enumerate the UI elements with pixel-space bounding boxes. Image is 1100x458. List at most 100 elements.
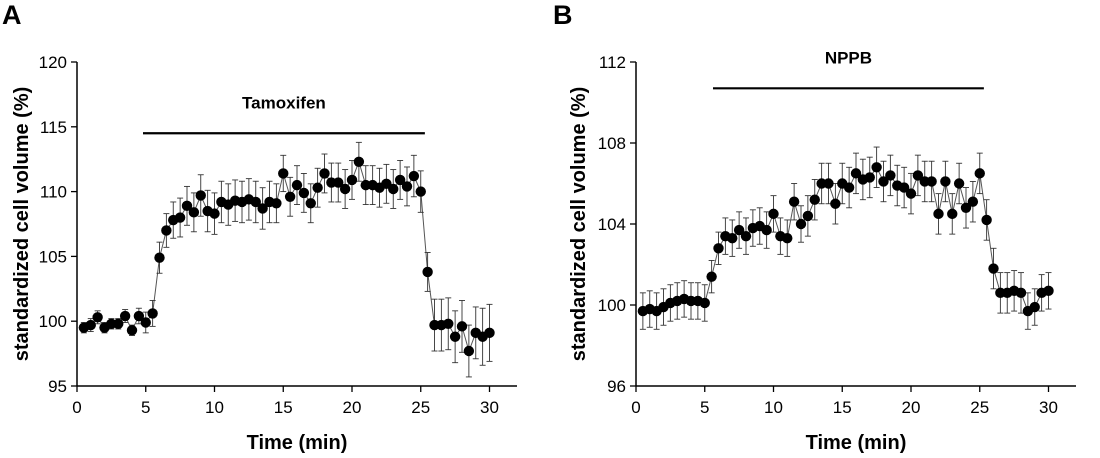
panel-b-y-tick-label: 100 <box>598 296 626 315</box>
panel-b-y-tick-label: 108 <box>598 134 626 153</box>
panel-b-data-point <box>782 232 793 244</box>
panel-a-data-point <box>449 331 461 342</box>
panel-a-data-point <box>298 187 310 199</box>
panel-a-data-point <box>181 200 193 212</box>
panel-b-x-axis-label: Time (min) <box>806 432 907 454</box>
panel-b-data-point <box>788 196 800 207</box>
panel-b-data-point <box>740 230 752 242</box>
panel-b-data-point <box>850 168 862 179</box>
panel-b-data-point <box>830 198 841 209</box>
panel-b-x-tick-label: 20 <box>902 398 921 417</box>
panel-a-data-point <box>312 182 323 193</box>
panel-a-y-axis-label: standardized cell volume (%) <box>11 87 33 362</box>
panel-a-data-point <box>443 318 454 329</box>
panel-b-data-point <box>947 208 958 220</box>
panel-b-data-point <box>953 178 965 189</box>
panel-b-x-tick-label: 0 <box>631 398 640 417</box>
panel-a-y-tick-label: 120 <box>39 53 67 72</box>
panel-a-data-point <box>284 191 296 202</box>
panel-b-data-point <box>905 188 917 199</box>
panel-a-data-point <box>92 312 103 323</box>
panel-b-data-point <box>823 178 834 189</box>
panel-a-data-point <box>188 207 200 218</box>
panel-b-data-point <box>795 218 807 230</box>
panel-b-y-tick-label: 104 <box>598 215 626 234</box>
panel-a-data-point <box>174 212 186 223</box>
panel-a-data-point <box>119 310 131 322</box>
panel-b-letter: B <box>553 0 573 30</box>
panel-a-data-point <box>408 170 420 182</box>
panel-b-data-point <box>713 243 724 254</box>
panel-a-data-point <box>463 345 475 357</box>
panel-b-data-point <box>706 271 717 282</box>
panel-b-data-point <box>871 162 882 173</box>
panel-a-data-point <box>257 203 268 214</box>
panel-a-data-point <box>85 319 96 331</box>
panel-b-x-tick-label: 5 <box>700 398 709 417</box>
panel-b-x-tick-label: 15 <box>833 398 852 417</box>
panel-a-data-point <box>422 266 433 278</box>
panel-a-data-point <box>415 186 426 197</box>
panel-a-data-point <box>388 183 399 195</box>
panel-a-data-point <box>209 208 220 219</box>
panel-b-x-tick-label: 10 <box>764 398 783 417</box>
panel-b-data-point <box>809 194 820 205</box>
panel-a-data-point <box>271 198 282 209</box>
panel-a-data-point <box>346 174 358 186</box>
panel-b-data-point <box>727 232 738 244</box>
panel-b-y-axis-label: standardized cell volume (%) <box>568 87 590 362</box>
panel-b-data-point <box>1029 301 1040 313</box>
panel-b-data-point <box>885 170 896 181</box>
panel-a-data-point <box>140 317 151 328</box>
panel-b-data-point <box>926 176 937 187</box>
panel-a-letter: A <box>2 0 22 30</box>
panel-a-data-point <box>126 325 138 336</box>
panel-a-chart: Tamoxifen Time (min) standardized cell v… <box>11 53 517 454</box>
panel-b-data-point <box>878 176 889 187</box>
panel-a-data-point <box>278 168 289 179</box>
panel-b-data-point <box>802 210 814 222</box>
panel-a-data-point <box>154 252 165 263</box>
panel-a-y-tick-label: 100 <box>39 312 67 331</box>
panel-a-data-point <box>401 181 413 192</box>
panel-b-data-point <box>864 172 875 183</box>
panel-a-x-tick-label: 10 <box>205 398 224 417</box>
panel-b-data-point <box>912 170 924 181</box>
panel-a-x-axis-label: Time (min) <box>247 432 348 454</box>
panel-b-data-point <box>1043 285 1054 297</box>
panel-a-data-point <box>161 225 172 236</box>
panel-b-data-point <box>843 182 855 193</box>
panel-a-y-tick-label: 95 <box>48 377 67 396</box>
panel-a-x-tick-label: 30 <box>480 398 499 417</box>
panel-a-data-point <box>113 318 124 329</box>
panel-a-data-point <box>291 179 303 191</box>
panel-b-data-point <box>898 182 910 193</box>
panel-b-data-point <box>768 208 779 220</box>
panel-b-y-tick-label: 96 <box>607 377 626 396</box>
panel-b-data-point <box>988 263 999 274</box>
panel-b-data-point <box>940 176 951 187</box>
panel-a-x-tick-label: 0 <box>72 398 81 417</box>
panel-a-data-point <box>333 177 344 188</box>
panel-a-data-point <box>319 168 330 179</box>
panel-b-y-tick-label: 112 <box>599 53 626 72</box>
panel-a-treatment-label: Tamoxifen <box>242 93 326 112</box>
panel-b-data-point <box>933 208 944 220</box>
panel-a-data-point <box>456 321 468 332</box>
panel-a-y-tick-label: 110 <box>40 183 67 202</box>
panel-a-y-tick-label: 105 <box>39 247 67 266</box>
panel-a-x-tick-label: 20 <box>343 398 362 417</box>
panel-b-x-tick-label: 25 <box>970 398 989 417</box>
panel-a-data-point <box>250 196 261 208</box>
panel-a-data-point <box>484 327 495 339</box>
panel-a-data-point <box>339 183 351 195</box>
panel-b-x-tick-label: 30 <box>1039 398 1058 417</box>
panel-b-chart: NPPB Time (min) standardized cell volume… <box>568 48 1076 454</box>
panel-b-data-point <box>981 214 992 226</box>
panel-a-x-tick-label: 15 <box>274 398 293 417</box>
panel-b-data-point <box>974 168 985 179</box>
panel-a-y-tick-label: 115 <box>40 118 67 137</box>
panel-b-data-point <box>761 224 772 236</box>
panel-a-data-point <box>353 156 365 167</box>
